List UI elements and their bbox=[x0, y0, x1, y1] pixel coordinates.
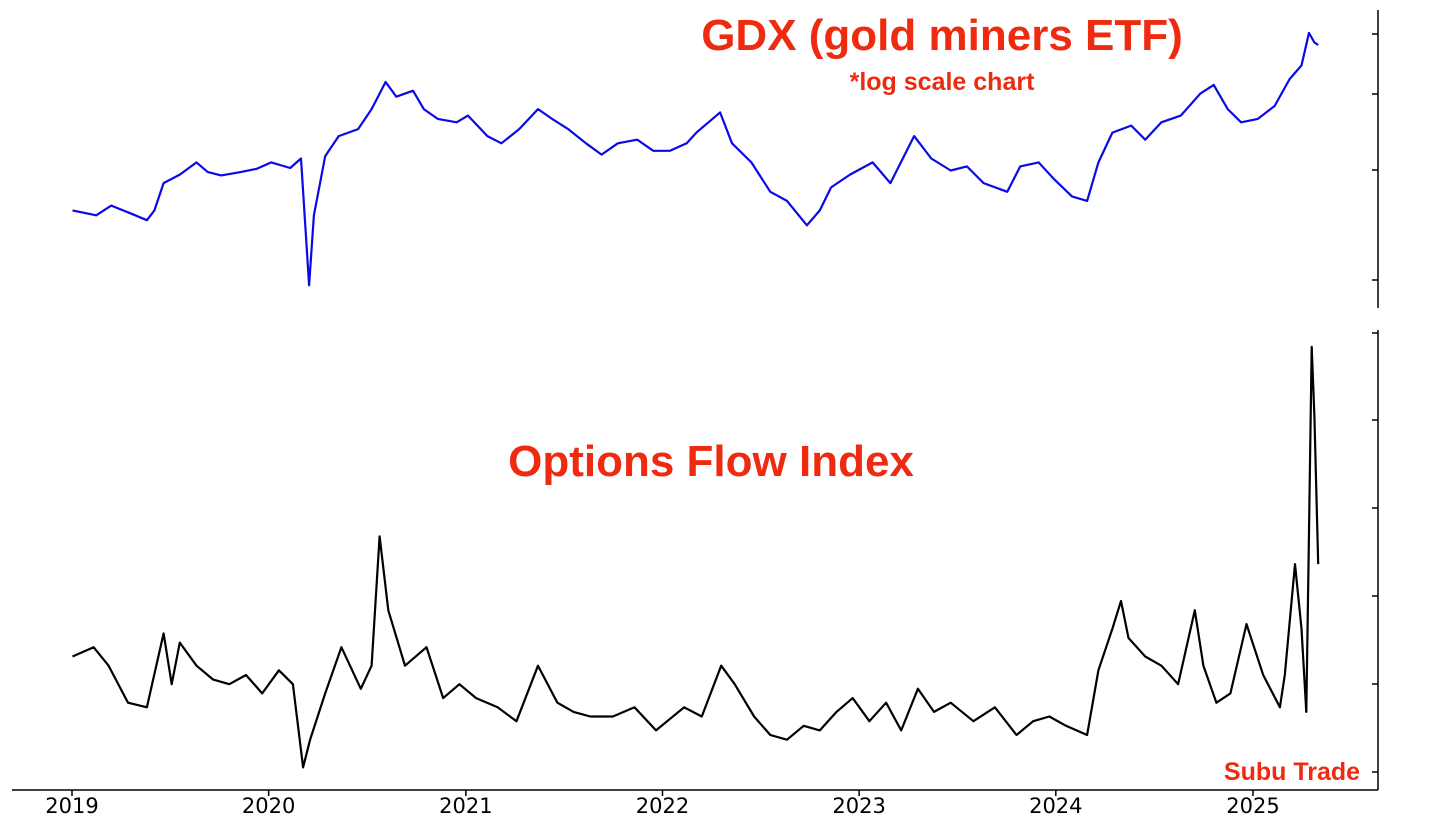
x-axis: 2019 2020 2021 2022 2023 2024 2025 bbox=[12, 789, 1378, 818]
gdx-price-line bbox=[72, 31, 1319, 287]
x-tick-label: 2021 bbox=[439, 794, 492, 818]
log-scale-note: *log scale chart bbox=[850, 68, 1035, 96]
x-tick-label: 2023 bbox=[832, 794, 885, 818]
options-flow-y-axis bbox=[1372, 330, 1379, 790]
options-flow-index-line bbox=[72, 345, 1320, 769]
x-tick-label: 2022 bbox=[636, 794, 689, 818]
options-flow-index-title: Options Flow Index bbox=[508, 437, 914, 486]
x-tick-label: 2020 bbox=[242, 794, 295, 818]
x-tick-label: 2019 bbox=[45, 794, 98, 818]
x-tick-label: 2024 bbox=[1029, 794, 1082, 818]
gdx-chart-title: GDX (gold miners ETF) bbox=[701, 11, 1183, 60]
subu-trade-watermark: Subu Trade bbox=[1224, 758, 1360, 786]
gdx-y-axis bbox=[1372, 10, 1379, 308]
x-tick-label: 2025 bbox=[1226, 794, 1279, 818]
